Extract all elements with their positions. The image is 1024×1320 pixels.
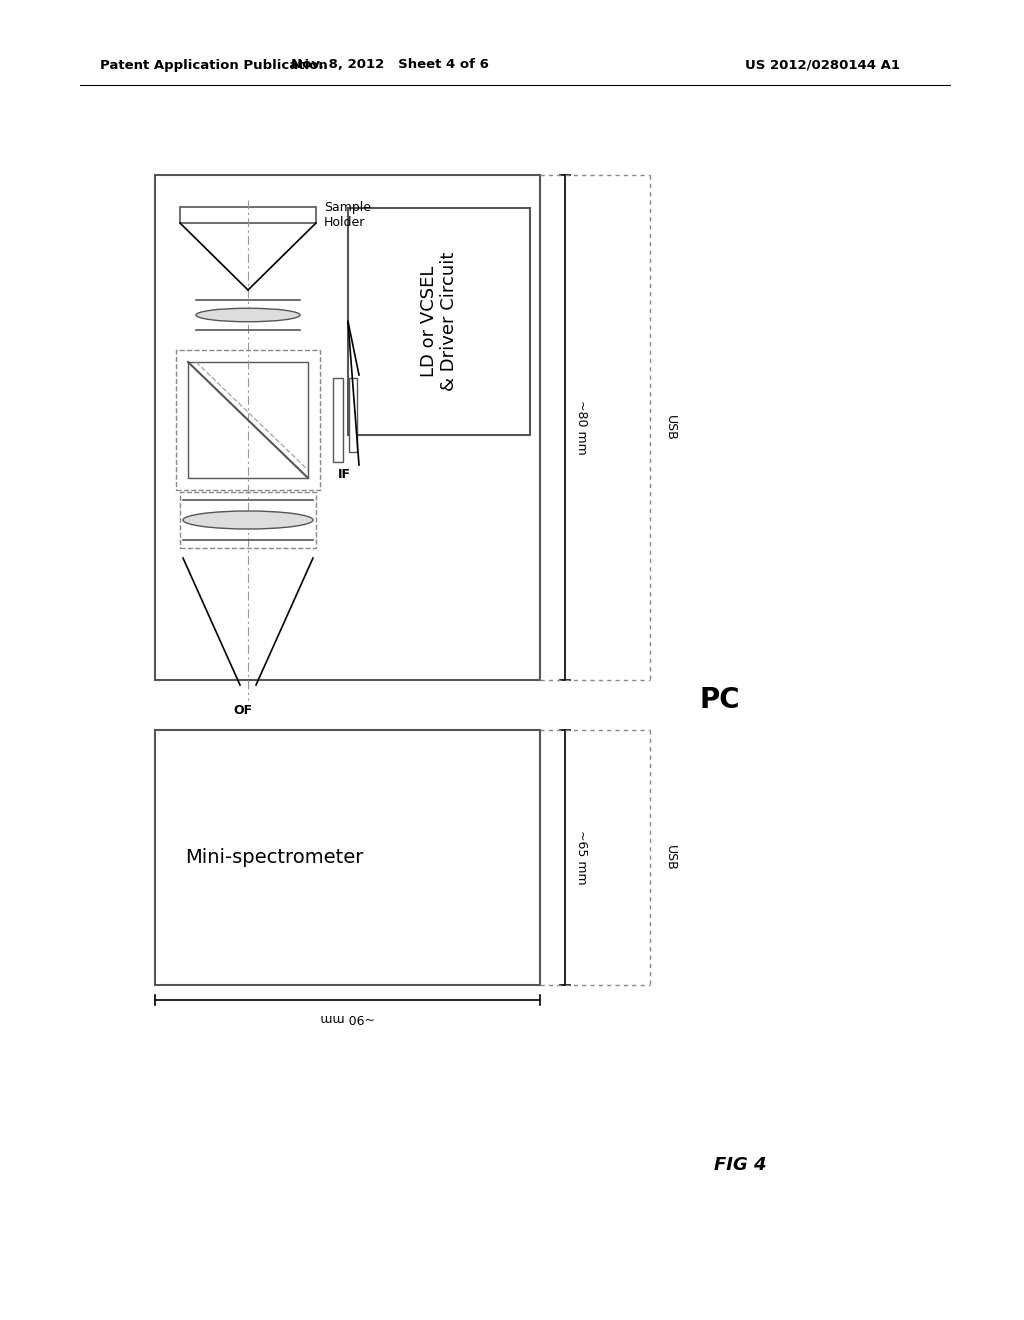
Bar [155,730,540,985]
Bar [348,209,530,436]
Text: US 2012/0280144 A1: US 2012/0280144 A1 [745,58,900,71]
Text: ~80 mm: ~80 mm [575,400,588,455]
Bar [333,378,343,462]
Bar [188,362,308,478]
Text: ~90 mm: ~90 mm [321,1011,375,1024]
Ellipse shape [196,309,300,322]
Bar [180,207,316,223]
Text: Patent Application Publication: Patent Application Publication [100,58,328,71]
Bar [176,350,319,490]
Text: IF: IF [338,469,351,482]
Text: LD or VCSEL
& Driver Circuit: LD or VCSEL & Driver Circuit [420,252,459,391]
Bar [155,176,540,680]
Bar [349,378,357,451]
Text: PC: PC [700,686,740,714]
Text: ~65 mm: ~65 mm [575,830,588,884]
Text: Mini-spectrometer: Mini-spectrometer [185,847,364,867]
Text: FIG 4: FIG 4 [714,1156,766,1173]
Text: USB: USB [664,845,677,870]
Text: OF: OF [233,704,253,717]
Ellipse shape [183,511,313,529]
Text: Sample
Holder: Sample Holder [324,201,371,228]
Text: USB: USB [664,414,677,441]
Text: Nov. 8, 2012   Sheet 4 of 6: Nov. 8, 2012 Sheet 4 of 6 [291,58,488,71]
Bar [180,492,316,548]
